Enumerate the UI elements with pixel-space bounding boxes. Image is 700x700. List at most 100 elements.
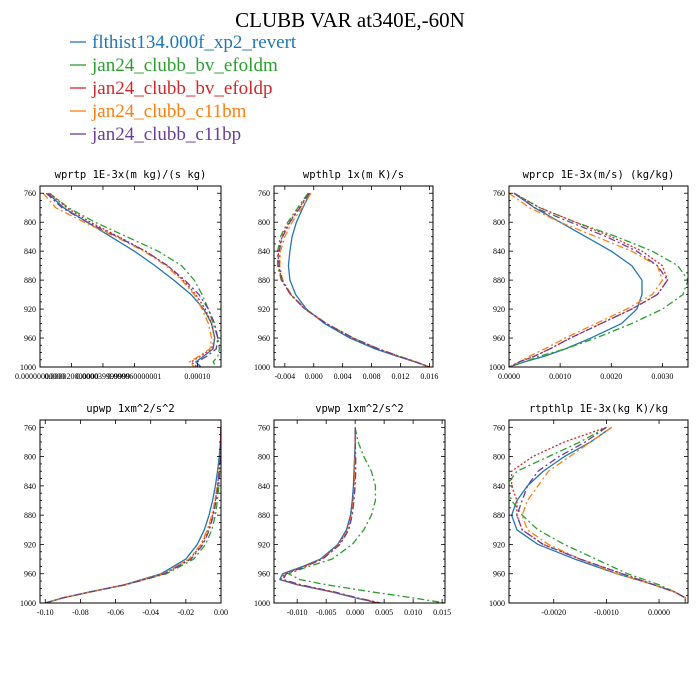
y-tick-label: 920 [493, 305, 505, 314]
y-tick-label: 1000 [20, 599, 36, 608]
y-tick-label: 800 [24, 218, 36, 227]
y-tick-label: 760 [493, 189, 505, 198]
x-tick-label: 0.00 [214, 608, 228, 617]
y-tick-label: 800 [24, 453, 36, 462]
series-line [287, 192, 430, 367]
legend-item: flthist134.000f_xp2_revert [70, 32, 297, 53]
panel-title: vpwp 1xm^2/s^2 [315, 403, 404, 415]
y-tick-label: 800 [258, 218, 270, 227]
x-tick-label: 0.005 [375, 608, 393, 617]
y-tick-label: 760 [258, 423, 270, 432]
series-line [279, 427, 379, 603]
y-tick-label: 800 [258, 453, 270, 462]
plot-frame [39, 419, 222, 604]
y-tick-label: 760 [493, 423, 505, 432]
y-tick-label: 800 [493, 453, 505, 462]
y-tick-label: 920 [258, 305, 270, 314]
x-tick-label: 0.00010 [184, 372, 210, 381]
series-line [510, 426, 687, 603]
y-tick-label: 960 [493, 334, 505, 343]
series-line [276, 192, 430, 367]
plot-frame [508, 185, 689, 368]
y-tick-label: 840 [258, 482, 270, 491]
series-line [49, 192, 221, 367]
y-tick-label: 760 [24, 189, 36, 198]
y-tick-label: 960 [24, 334, 36, 343]
plot-frame [273, 185, 434, 368]
series-line [279, 192, 430, 367]
y-tick-label: 1000 [254, 363, 270, 372]
y-tick-label: 840 [24, 482, 36, 491]
x-tick-label: 0.0030 [651, 372, 673, 381]
y-tick-label: 880 [493, 276, 505, 285]
plot-frame [508, 419, 689, 604]
y-tick-label: 840 [493, 482, 505, 491]
x-tick-label: 0.0010 [549, 372, 571, 381]
plot-frame [273, 419, 446, 604]
y-tick-label: 880 [24, 511, 36, 520]
x-tick-label: 0.0000 [498, 372, 520, 381]
x-tick-label: -0.005 [316, 608, 337, 617]
series-line [287, 427, 445, 603]
x-tick-label: -0.08 [72, 608, 89, 617]
series-line [49, 192, 216, 367]
panel-title: wprtp 1E-3x(m kg)/(s kg) [55, 169, 207, 181]
legend-label: flthist134.000f_xp2_revert [92, 32, 297, 53]
series-line [509, 192, 669, 367]
series-group [276, 192, 430, 367]
chart-panel: wprtp 1E-3x(m kg)/(s kg) 760 800 840 880 920 9… [15, 169, 222, 381]
plot-frame [39, 185, 222, 368]
y-tick-label: 880 [493, 511, 505, 520]
series-line [45, 192, 219, 367]
y-tick-label: 760 [258, 189, 270, 198]
y-tick-label: 800 [493, 218, 505, 227]
series-line [282, 427, 381, 603]
series-group [45, 427, 221, 603]
series-line [45, 427, 221, 603]
y-tick-label: 960 [24, 570, 36, 579]
legend-label: jan24_clubb_bv_efoldm [91, 55, 278, 76]
figure-title: CLUBB VAR at340E,-60N [235, 8, 465, 32]
series-line [509, 192, 688, 367]
x-tick-label: 0.004 [334, 372, 352, 381]
y-tick-label: 960 [258, 570, 270, 579]
series-line [516, 426, 687, 603]
y-tick-label: 840 [258, 247, 270, 256]
x-tick-label: 0.012 [391, 372, 409, 381]
panel-title: rtpthlp 1E-3x(kg K)/kg [529, 403, 668, 415]
series-line [42, 192, 213, 367]
x-tick-label: -0.02 [178, 608, 195, 617]
y-tick-label: 880 [258, 276, 270, 285]
y-tick-label: 1000 [254, 599, 270, 608]
panel-title: upwp 1xm^2/s^2 [86, 403, 175, 415]
chart-panels: wprtp 1E-3x(m kg)/(s kg) 760 800 840 880 920 9… [15, 169, 689, 617]
series-line [509, 192, 669, 367]
x-tick-label: 0.008 [363, 372, 381, 381]
x-tick-label: 0.00000000000 [15, 372, 65, 381]
x-tick-label: 0.0020 [600, 372, 622, 381]
series-line [45, 427, 221, 603]
y-tick-label: 920 [258, 540, 270, 549]
legend-item: jan24_clubb_bv_efoldm [70, 55, 278, 76]
chart-panel: upwp 1xm^2/s^2 760 800 840 880 920 960 1000-0.1… [20, 403, 228, 617]
x-tick-label: 0.000039999999 [76, 372, 130, 381]
x-tick-label: -0.004 [275, 372, 296, 381]
y-tick-label: 1000 [489, 363, 505, 372]
panel-title: wprcp 1E-3x(m/s) (kg/kg) [523, 169, 675, 181]
x-tick-label: -0.0020 [541, 608, 566, 617]
series-line [278, 192, 430, 367]
series-group [42, 192, 221, 367]
y-tick-label: 960 [258, 334, 270, 343]
legend-item: jan24_clubb_bv_efoldp [70, 78, 272, 99]
chart-panel: vpwp 1xm^2/s^2 760 800 840 880 920 960 1000 -0.0… [254, 403, 451, 617]
y-tick-label: 840 [493, 247, 505, 256]
legend: flthist134.000f_xp2_revertjan24_clubb_bv… [70, 32, 297, 145]
series-line [47, 192, 216, 367]
series-line [509, 192, 664, 367]
series-group [509, 426, 687, 603]
series-line [45, 427, 221, 603]
chart-panel: wpthlp 1x(m K)/s 760 800 840 880 920 960 1000 -0… [254, 169, 438, 381]
x-tick-label: 0.016 [420, 372, 438, 381]
x-tick-label: -0.06 [107, 608, 124, 617]
